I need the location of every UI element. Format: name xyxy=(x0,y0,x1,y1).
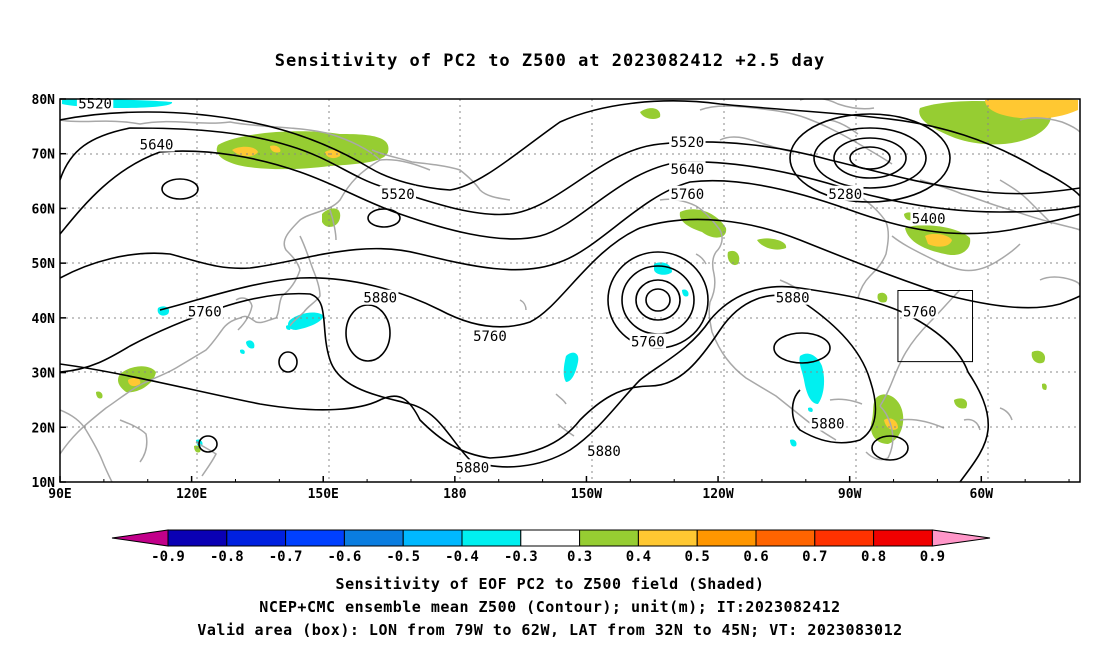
strong-positive-patches xyxy=(128,99,1078,430)
valid-area-box xyxy=(897,290,974,363)
colorbar-label: 0.5 xyxy=(685,549,710,565)
contour-label-bg xyxy=(362,289,399,305)
contour-label: 5520 xyxy=(78,96,112,112)
colorbar-label: -0.9 xyxy=(151,549,185,565)
colorbar-cell xyxy=(343,529,404,547)
colorbar-cell xyxy=(461,529,522,547)
colorbar-cell xyxy=(402,529,463,547)
lat-label: 60N xyxy=(32,202,56,217)
sensitivity-map: 5520 5640 5520 5520 5640 5760 5280 5400 5760 5880… xyxy=(32,93,1081,565)
colorbar-cell xyxy=(755,529,816,547)
z500-contours xyxy=(60,100,1080,482)
contour-label: 5640 xyxy=(670,162,704,178)
colorbar-label: 0.8 xyxy=(861,549,886,565)
contour-label-bg xyxy=(138,136,175,152)
colorbar-label: -0.8 xyxy=(210,549,244,565)
caption-line-1: Sensitivity of EOF PC2 to Z500 field (Sh… xyxy=(335,575,765,593)
colorbar-label: -0.3 xyxy=(504,549,538,565)
colorbar-cell xyxy=(167,529,228,547)
contour-label-bg xyxy=(471,328,509,344)
contour-label-bg xyxy=(186,303,223,319)
contour-label: 5280 xyxy=(828,187,862,203)
contour-label: 5880 xyxy=(587,444,621,460)
contour-label: 5520 xyxy=(381,187,415,203)
contour-label: 5760 xyxy=(631,334,665,350)
lat-label: 30N xyxy=(32,367,56,382)
colorbar-label: -0.6 xyxy=(328,549,362,565)
lat-label: 70N xyxy=(32,148,56,163)
contour-label-bg xyxy=(809,415,846,431)
contour-label: 5880 xyxy=(363,291,397,307)
colorbar-cell xyxy=(873,529,933,547)
lon-label: 120W xyxy=(702,487,733,502)
contour-labels: 5520 5640 5520 5520 5640 5760 5280 5400 5760 5880… xyxy=(76,95,947,476)
lon-label: 120E xyxy=(176,487,207,502)
colorbar-label: -0.7 xyxy=(269,549,303,565)
colorbar-cell xyxy=(226,529,287,547)
lon-label: 90W xyxy=(838,487,862,502)
contour-label-bg xyxy=(910,210,947,226)
caption-line-2: NCEP+CMC ensemble mean Z500 (Contour); u… xyxy=(259,598,841,616)
coastlines xyxy=(60,99,1080,482)
colorbar-label: 0.4 xyxy=(626,549,651,565)
colorbar-arrow-right xyxy=(931,529,991,547)
contour-label-bg xyxy=(669,185,706,201)
colorbar-cell xyxy=(814,529,875,547)
contour-label-bg xyxy=(585,442,623,458)
colorbar-label: 0.3 xyxy=(567,549,592,565)
colorbar: -0.9 -0.8 -0.7 -0.6 -0.5 -0.4 -0.3 0.3 0.4 0.5 0.6… xyxy=(111,529,991,565)
colorbar-cell xyxy=(696,529,757,547)
colorbar-label: 0.6 xyxy=(743,549,768,565)
lat-label: 20N xyxy=(32,421,56,436)
lat-label: 80N xyxy=(32,93,56,108)
contour-label-bg xyxy=(629,333,667,349)
lon-label: 150W xyxy=(571,487,602,502)
lon-label: 150E xyxy=(308,487,339,502)
contour-label-bg xyxy=(774,289,811,305)
caption-line-3: Valid area (box): LON from 79W to 62W, L… xyxy=(197,621,903,639)
colorbar-cell xyxy=(637,529,698,547)
contour-label: 5880 xyxy=(456,460,490,476)
contour-label: 5760 xyxy=(188,304,222,320)
contour-label-bg xyxy=(669,133,706,149)
contour-label: 5640 xyxy=(140,138,174,154)
contour-label-bg xyxy=(827,185,864,201)
map-axes: 90E 120E 150E 180 150W 120W 90W 60W 80N 70N 60N 50N… xyxy=(32,93,1070,502)
lon-label: 180 xyxy=(443,487,467,502)
colorbar-cell xyxy=(520,529,581,547)
colorbar-label: -0.4 xyxy=(445,549,479,565)
contour-label: 5880 xyxy=(811,417,845,433)
colorbar-label: 0.7 xyxy=(802,549,827,565)
lon-label: 90E xyxy=(48,487,71,502)
contour-label-bg xyxy=(669,161,706,177)
colorbar-label: -0.5 xyxy=(386,549,420,565)
contour-label: 5520 xyxy=(670,135,704,151)
map-frame xyxy=(59,98,1081,483)
contour-label-bg xyxy=(901,303,939,319)
contour-label-bg xyxy=(379,185,417,201)
contour-label: 5760 xyxy=(670,187,704,203)
colorbar-arrow-left xyxy=(111,529,169,547)
colorbar-cell xyxy=(579,529,639,547)
sensitivity-shading xyxy=(62,99,1078,453)
contour-label-bg xyxy=(454,459,491,475)
colorbar-cell xyxy=(285,529,345,547)
figure-title: Sensitivity of PC2 to Z500 at 2023082412… xyxy=(274,51,826,71)
colorbar-label: 0.9 xyxy=(920,549,945,565)
lon-label: 60W xyxy=(970,487,994,502)
lat-label: 40N xyxy=(32,312,56,327)
contour-label: 5400 xyxy=(912,211,946,227)
contour-label: 5760 xyxy=(473,329,507,345)
contour-label: 5880 xyxy=(776,291,810,307)
contour-label: 5760 xyxy=(903,304,937,320)
lat-label: 50N xyxy=(32,257,56,272)
lat-label: 10N xyxy=(32,476,56,491)
